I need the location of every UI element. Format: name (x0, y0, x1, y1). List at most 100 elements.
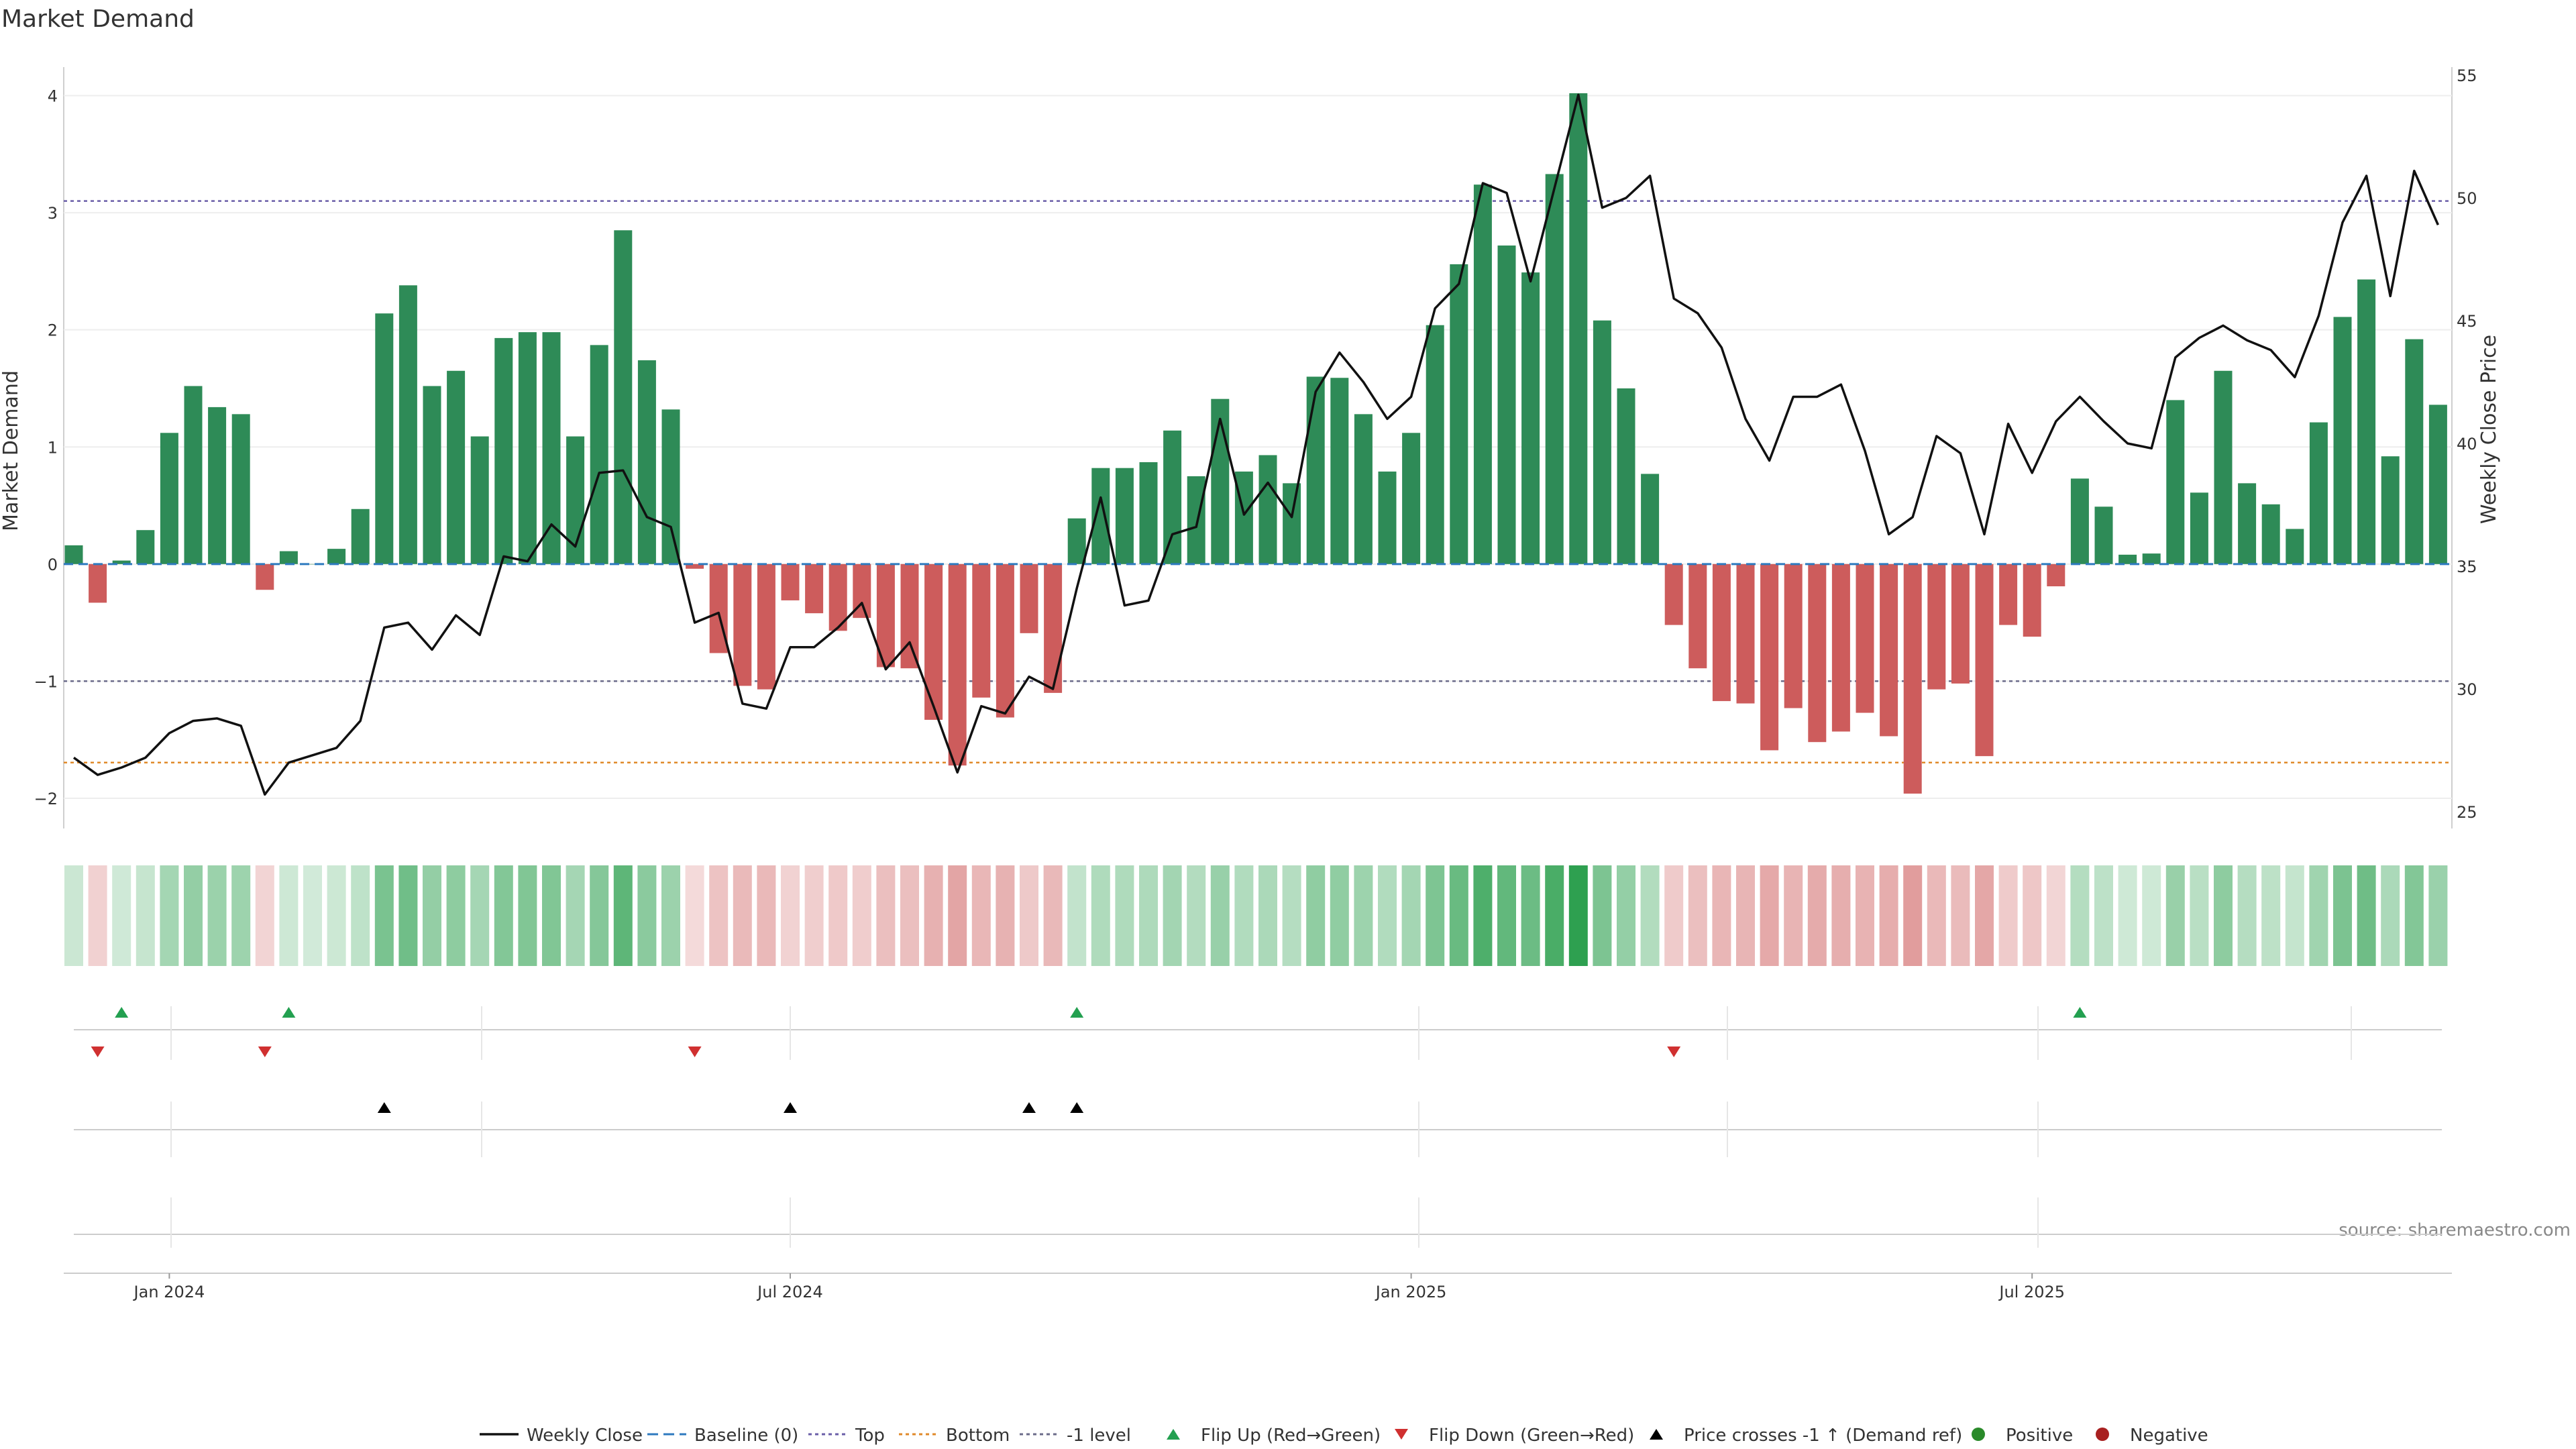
y-tick-label: −2 (34, 790, 58, 808)
demand-bar (2166, 400, 2185, 564)
demand-bar (1545, 174, 1564, 564)
heat-strip-cell (184, 865, 203, 966)
y-tick-label: 1 (48, 438, 58, 457)
heat-strip-cell (1426, 865, 1445, 966)
heat-strip-cell (566, 865, 585, 966)
heat-strip-cell (1521, 865, 1540, 966)
legend-triangle-down-swatch (1395, 1429, 1408, 1440)
x-tick-label: Jul 2025 (1998, 1283, 2065, 1301)
heat-strip-cell (1903, 865, 1923, 966)
heat-strip-cell (470, 865, 490, 966)
demand-bar (398, 285, 417, 564)
legend-label: Baseline (0) (694, 1426, 798, 1446)
demand-bar (2238, 483, 2257, 564)
demand-bar (1808, 564, 1827, 743)
heat-strip-cell (231, 865, 251, 966)
y2-tick-label: 40 (2457, 435, 2477, 453)
heat-strip-cell (64, 865, 83, 966)
demand-bar (1426, 325, 1444, 564)
heat-strip-cell (900, 865, 919, 966)
demand-bar (1354, 414, 1373, 564)
triangle-up-marker (115, 1007, 129, 1018)
heat-strip-cell (852, 865, 871, 966)
y-tick-label: −1 (34, 672, 58, 691)
heat-strip-cell (2428, 865, 2448, 966)
demand-bar (112, 560, 131, 564)
demand-bar (2261, 504, 2280, 564)
heat-strip-cell (1640, 865, 1660, 966)
legend-label: Price crosses -1 ↑ (Demand ref) (1684, 1426, 1962, 1446)
heat-strip-cell (542, 865, 561, 966)
heat-strip-cell (136, 865, 155, 966)
heat-strip-cell (757, 865, 776, 966)
demand-bar (1856, 564, 1874, 713)
heat-strip-cell (2046, 865, 2065, 966)
heat-strip-cell (351, 865, 370, 966)
x-tick-label: Jan 2024 (133, 1283, 205, 1301)
demand-bar (447, 370, 466, 564)
demand-bar (351, 508, 370, 564)
heat-strip-cell (1951, 865, 1970, 966)
heat-strip-cell (661, 865, 680, 966)
demand-bar (2094, 506, 2113, 564)
demand-bar (184, 386, 203, 564)
demand-bar (231, 414, 250, 564)
demand-bar (89, 564, 107, 603)
y2-tick-label: 30 (2457, 680, 2477, 699)
demand-bar (1163, 430, 1182, 564)
y2-axis-label: Weekly Close Price (2477, 335, 2501, 524)
heat-strip-cell (2381, 865, 2400, 966)
heat-strip-cell (1879, 865, 1898, 966)
legend-label: Bottom (946, 1426, 1010, 1446)
demand-bar (256, 564, 274, 590)
heat-strip-cell (518, 865, 537, 966)
demand-bar (590, 345, 608, 564)
demand-bar (733, 564, 752, 686)
demand-bar (2118, 554, 2137, 564)
heat-strip-cell (398, 865, 418, 966)
heat-strip-cell (1760, 865, 1779, 966)
demand-bar (1569, 93, 1588, 564)
demand-bar (2070, 478, 2089, 564)
demand-bar (160, 433, 178, 564)
demand-bar (1450, 264, 1468, 564)
demand-bar (1283, 483, 1301, 564)
heat-strip-cell (1187, 865, 1206, 966)
demand-bar (2023, 564, 2041, 637)
heat-strip-cell (1473, 865, 1493, 966)
heat-strip-cell (1163, 865, 1182, 966)
demand-bar (136, 530, 155, 564)
heat-strip-cell (2214, 865, 2233, 966)
demand-bar (1784, 564, 1803, 708)
demand-bar (1880, 564, 1898, 737)
demand-bar (1211, 398, 1230, 564)
demand-bar (2214, 370, 2233, 564)
heat-strip-cell (2404, 865, 2424, 966)
demand-bar (327, 549, 346, 564)
heat-strip-cell (160, 865, 179, 966)
demand-bar (494, 337, 513, 564)
demand-bar (1641, 474, 1660, 564)
heat-strip-cell (1020, 865, 1038, 966)
demand-bar (2428, 405, 2447, 564)
demand-bar (1473, 184, 1492, 564)
y2-tick-label: 35 (2457, 557, 2477, 576)
heat-strip-cell (2165, 865, 2185, 966)
heat-strip-cell (804, 865, 824, 966)
heat-strip-cell (1067, 865, 1087, 966)
heat-strip-cell (924, 865, 943, 966)
legend-circle-swatch (2096, 1428, 2109, 1441)
heat-strip-cell (1664, 865, 1684, 966)
heat-strip-cell (88, 865, 107, 966)
legend-triangle-up-swatch (1167, 1429, 1180, 1440)
heat-strip-cell (1234, 865, 1254, 966)
heat-strip-cell (1258, 865, 1277, 966)
heat-strip-cell (876, 865, 896, 966)
demand-bar (1593, 320, 1611, 564)
legend-label: Weekly Close (527, 1426, 643, 1446)
heat-strip-cell (2070, 865, 2090, 966)
legend-label: Flip Up (Red→Green) (1201, 1426, 1381, 1446)
demand-bar (1975, 564, 1994, 757)
demand-bar (1831, 564, 1850, 732)
